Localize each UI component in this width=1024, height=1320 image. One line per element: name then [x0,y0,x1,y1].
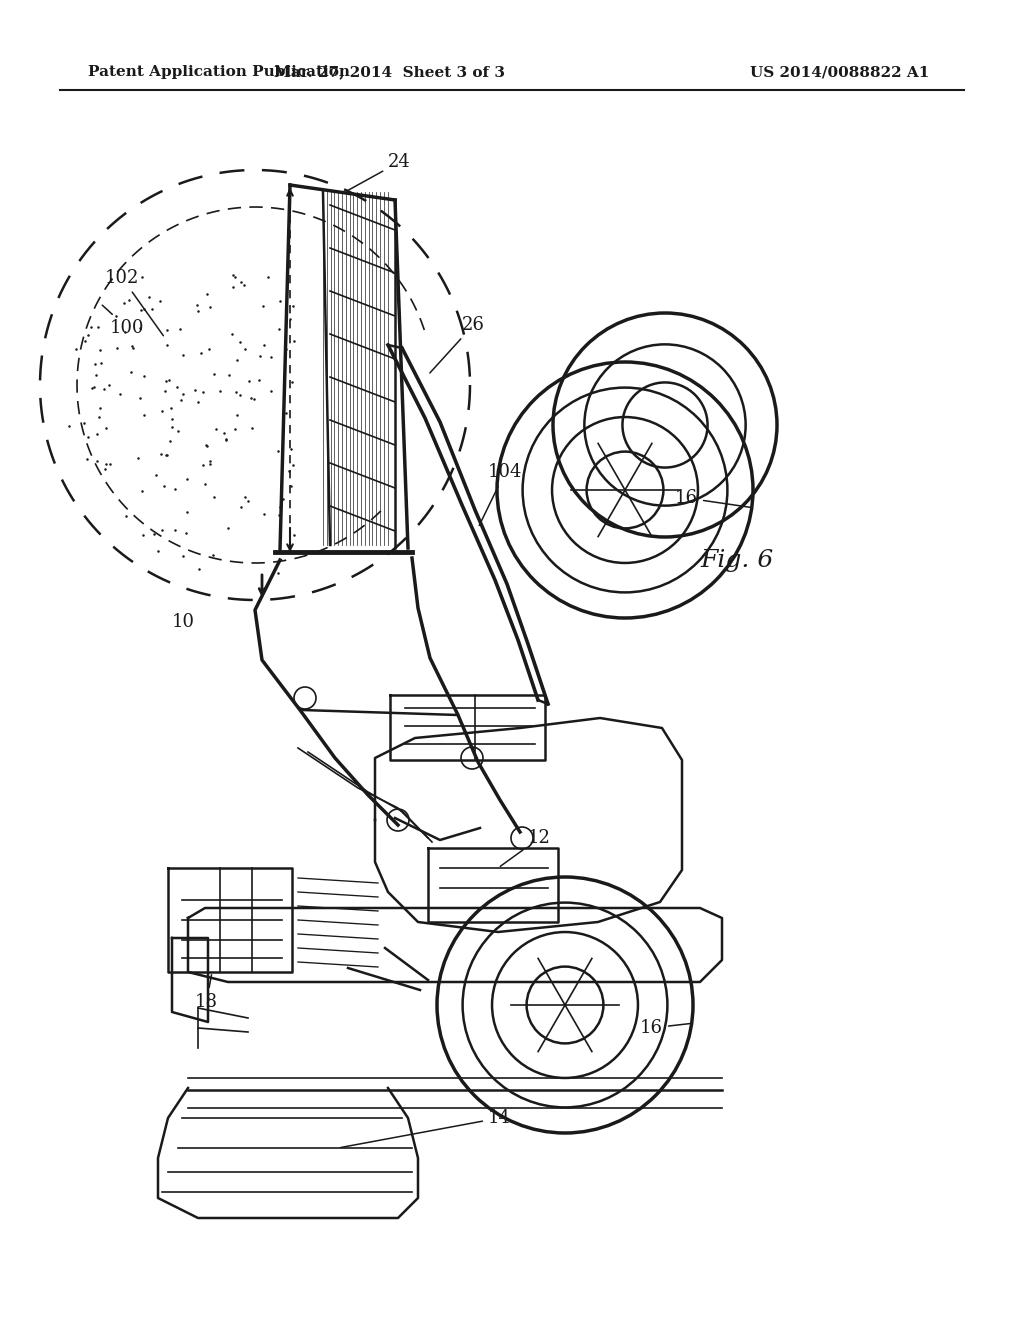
Text: Fig. 6: Fig. 6 [700,549,773,572]
Text: 18: 18 [195,974,218,1011]
Text: 12: 12 [501,829,551,866]
Text: Mar. 27, 2014  Sheet 3 of 3: Mar. 27, 2014 Sheet 3 of 3 [274,65,506,79]
Text: 16: 16 [640,1019,692,1038]
Text: 102: 102 [105,269,164,335]
Text: 24: 24 [347,153,411,190]
Text: US 2014/0088822 A1: US 2014/0088822 A1 [750,65,930,79]
Text: 10: 10 [172,612,195,631]
Text: 14: 14 [341,1109,511,1147]
Text: 100: 100 [102,305,144,337]
Text: 104: 104 [479,463,522,525]
Text: Patent Application Publication: Patent Application Publication [88,65,350,79]
Text: 16: 16 [675,488,753,508]
Text: 26: 26 [430,315,485,374]
